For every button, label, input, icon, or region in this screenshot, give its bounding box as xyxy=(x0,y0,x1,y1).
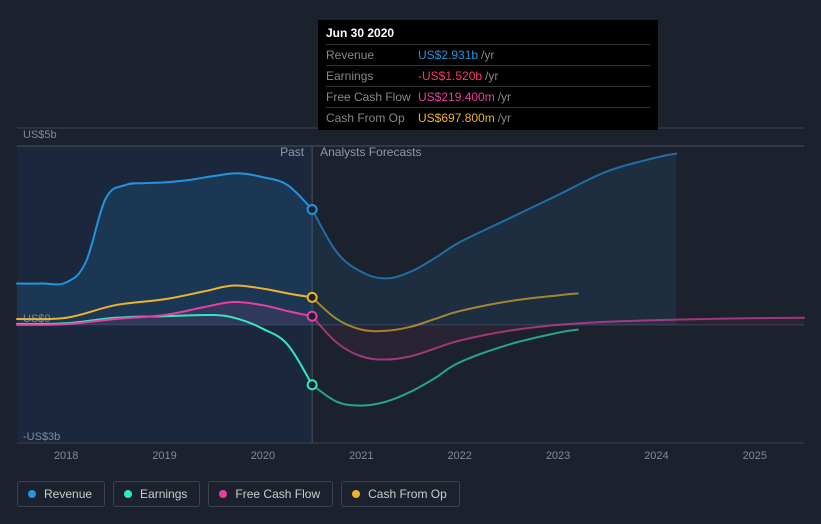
legend-item-earnings[interactable]: Earnings xyxy=(113,481,200,507)
tooltip-row-unit: /yr xyxy=(498,111,511,125)
x-axis-label: 2022 xyxy=(447,450,471,462)
x-axis-label: 2018 xyxy=(54,450,78,462)
tooltip-row-label: Cash From Op xyxy=(326,111,418,125)
x-axis-label: 2019 xyxy=(152,450,176,462)
legend-item-label: Free Cash Flow xyxy=(235,487,320,501)
y-axis-label: -US$3b xyxy=(23,431,60,443)
tooltip-row-label: Revenue xyxy=(326,48,418,62)
x-axis-label: 2021 xyxy=(349,450,373,462)
marker-fcf xyxy=(308,312,317,321)
x-axis-label: 2023 xyxy=(546,450,570,462)
tooltip-date: Jun 30 2020 xyxy=(326,26,650,40)
legend-item-label: Earnings xyxy=(140,487,187,501)
tooltip-row: Free Cash FlowUS$219.400m/yr xyxy=(326,86,650,107)
tooltip-row: Cash From OpUS$697.800m/yr xyxy=(326,107,650,128)
past-label: Past xyxy=(280,145,305,159)
x-axis-label: 2020 xyxy=(251,450,275,462)
chart-container: US$5bUS$0-US$3bPastAnalysts Forecasts201… xyxy=(0,0,821,524)
legend-item-label: Revenue xyxy=(44,487,92,501)
revenue-area-forecast xyxy=(312,154,676,325)
legend-item-revenue[interactable]: Revenue xyxy=(17,481,105,507)
tooltip-row-value: -US$1.520b xyxy=(418,69,482,83)
tooltip-row: RevenueUS$2.931b/yr xyxy=(326,44,650,65)
tooltip-row-unit: /yr xyxy=(498,90,511,104)
x-axis-label: 2025 xyxy=(743,450,767,462)
legend-dot-icon xyxy=(219,490,227,498)
tooltip-row-unit: /yr xyxy=(481,48,494,62)
tooltip-row: Earnings-US$1.520b/yr xyxy=(326,65,650,86)
tooltip-row-label: Earnings xyxy=(326,69,418,83)
tooltip-row-value: US$219.400m xyxy=(418,90,495,104)
forecast-label: Analysts Forecasts xyxy=(320,145,421,159)
legend-item-cfo[interactable]: Cash From Op xyxy=(341,481,460,507)
legend: Revenue Earnings Free Cash Flow Cash From O… xyxy=(17,481,460,507)
tooltip-row-value: US$697.800m xyxy=(418,111,495,125)
tooltip-row-label: Free Cash Flow xyxy=(326,90,418,104)
x-axis-label: 2024 xyxy=(644,450,668,462)
tooltip-row-unit: /yr xyxy=(485,69,498,83)
legend-dot-icon xyxy=(124,490,132,498)
legend-item-label: Cash From Op xyxy=(368,487,447,501)
marker-cfo xyxy=(308,293,317,302)
legend-dot-icon xyxy=(352,490,360,498)
tooltip: Jun 30 2020 RevenueUS$2.931b/yrEarnings-… xyxy=(318,20,658,130)
tooltip-row-value: US$2.931b xyxy=(418,48,478,62)
y-axis-label: US$5b xyxy=(23,129,57,141)
legend-item-fcf[interactable]: Free Cash Flow xyxy=(208,481,333,507)
marker-revenue xyxy=(308,205,317,214)
marker-earnings xyxy=(308,380,317,389)
legend-dot-icon xyxy=(28,490,36,498)
